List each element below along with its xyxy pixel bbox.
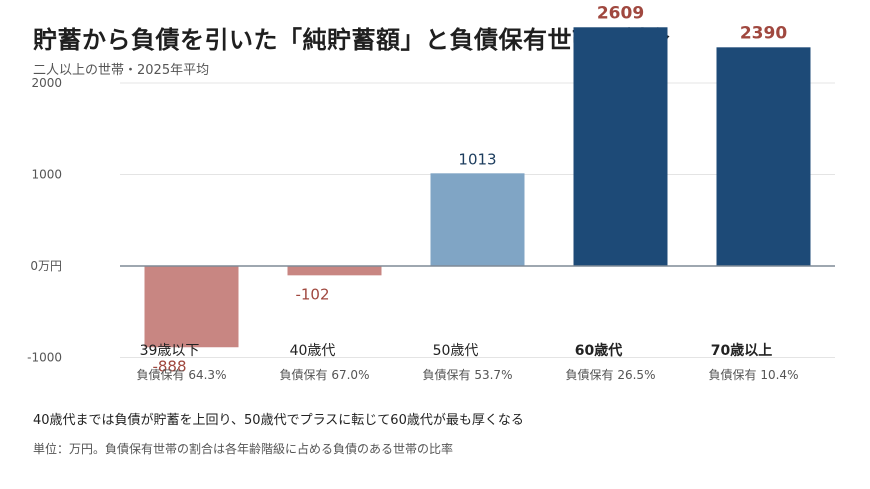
chart-subtitle: 二人以上の世帯・2025年平均 (33, 63, 210, 78)
bar (430, 173, 525, 266)
debt-ratio-label: 負債保有 53.7% (423, 367, 513, 382)
bar (287, 266, 382, 276)
unit-note: 単位：万円。負債保有世帯の割合は各年齢階級に占める負債のある世帯の比率 (33, 442, 454, 456)
data-label: -888 (152, 357, 186, 375)
debt-ratio-label: 負債保有 10.4% (709, 367, 799, 382)
data-label: -102 (295, 285, 329, 303)
x-tick-label: 39歳以下 (140, 343, 200, 359)
x-tick-label: 70歳以上 (711, 342, 772, 359)
debt-ratio-label: 負債保有 26.5% (566, 367, 656, 382)
summary-note: 40歳代までは負債が貯蓄を上回り、50歳代でプラスに転じて60歳代が最も厚くなる (33, 413, 524, 428)
bar (716, 47, 811, 266)
x-tick-label: 60歳代 (575, 342, 622, 359)
x-tick-label: 50歳代 (433, 343, 479, 359)
bar (144, 266, 239, 348)
data-label: 2609 (597, 3, 644, 23)
debt-ratio-label: 負債保有 64.3% (137, 367, 227, 382)
y-tick-label: 0万円 (30, 259, 62, 273)
chart-title: 貯蓄から負債を引いた「純貯蓄額」と負債保有世帯の割合 (33, 26, 670, 54)
y-tick-label: 1000 (31, 168, 62, 182)
x-tick-label: 40歳代 (290, 343, 336, 359)
data-label: 2390 (740, 23, 787, 43)
y-tick-label: -1000 (27, 351, 62, 365)
bar-chart: -1000 0万円 1000 2000 -888 -102 1013 2609 2390 39歳以… (27, 3, 835, 382)
bar (573, 27, 668, 266)
data-label: 1013 (458, 150, 496, 168)
y-tick-label: 2000 (31, 76, 62, 90)
debt-ratio-label: 負債保有 67.0% (280, 367, 370, 382)
